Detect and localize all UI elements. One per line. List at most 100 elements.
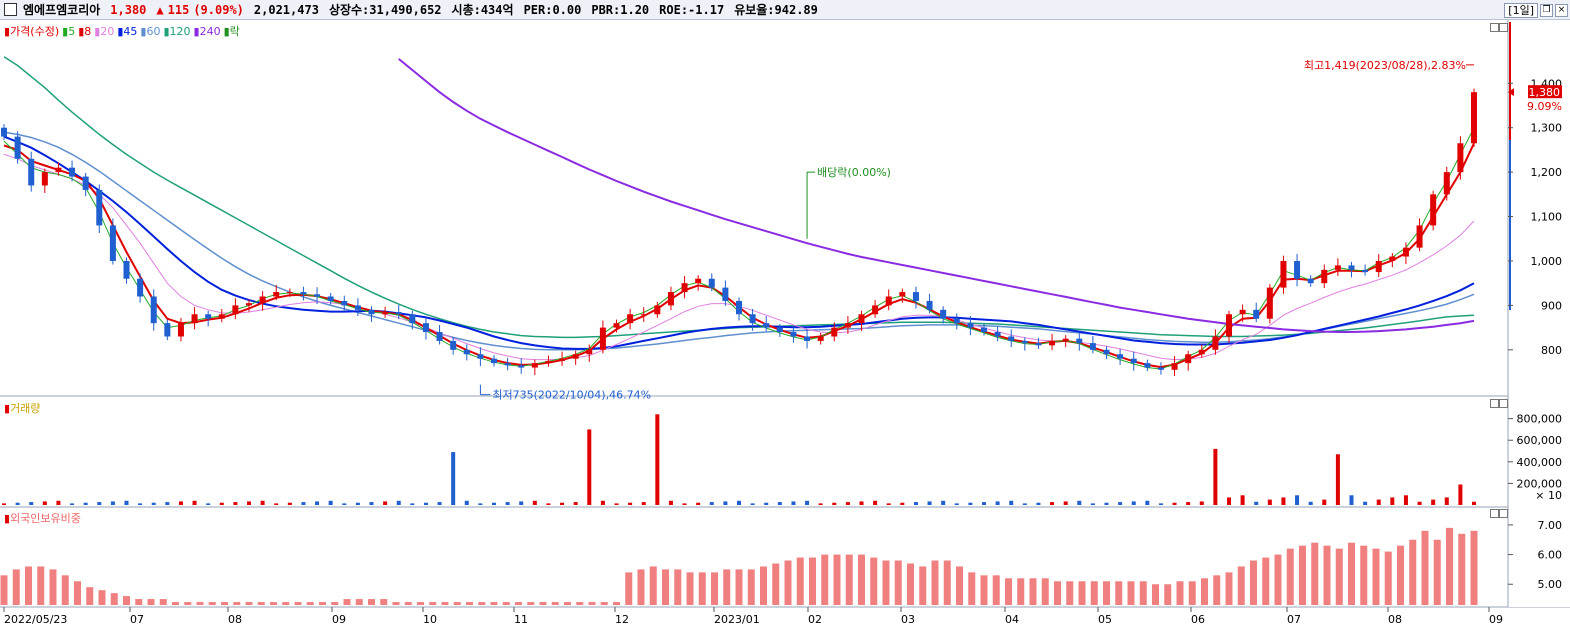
volume-bar: [859, 501, 864, 505]
candle-body: [246, 303, 252, 306]
volume-bar: [832, 502, 837, 505]
candle-body: [341, 300, 348, 306]
candle-body: [1402, 247, 1409, 257]
foreign-bar: [1274, 554, 1282, 605]
legend-label: 5: [68, 25, 76, 38]
candle-body: [967, 323, 974, 328]
volume-bar: [1077, 500, 1082, 505]
volume-tick-label: 200,000: [1517, 477, 1563, 490]
candle-body: [1307, 278, 1314, 284]
panel-maximize-icon[interactable]: [1499, 23, 1508, 32]
candle-body: [1389, 256, 1396, 261]
candle-body: [953, 318, 960, 324]
candle-body: [368, 309, 375, 315]
candle-body: [1117, 354, 1124, 359]
foreign-bar: [123, 596, 130, 605]
period-selector[interactable]: [1일]: [1504, 3, 1538, 18]
price-tick-label: 1,300: [1531, 122, 1563, 135]
listed-shares: 상장수:31,490,652: [328, 3, 442, 17]
foreign-bar: [1164, 584, 1172, 605]
volume-bar: [587, 429, 592, 505]
candle-body: [409, 314, 416, 324]
foreign-bar: [74, 581, 81, 605]
candle-body: [463, 349, 470, 355]
foreign-bar: [1237, 566, 1245, 605]
candle-body: [1375, 260, 1382, 273]
foreign-bar: [980, 575, 988, 605]
foreign-bar: [1041, 578, 1049, 605]
candle-body: [491, 358, 497, 364]
volume-bar: [900, 502, 905, 505]
volume-bar: [1281, 497, 1286, 505]
volume-bar: [124, 500, 129, 505]
foreign-bar: [613, 602, 620, 605]
foreign-bar: [1286, 548, 1294, 605]
volume-bar: [641, 502, 646, 505]
panel-minimize-icon[interactable]: [1490, 399, 1499, 408]
ma240-line: [398, 58, 1475, 333]
candle-body: [518, 365, 525, 368]
candle-body: [1171, 363, 1178, 370]
panel-maximize-icon[interactable]: [1499, 399, 1508, 408]
legend-item-1: ▮5: [62, 25, 76, 38]
candle-body: [586, 349, 593, 355]
candle-body: [1239, 309, 1246, 315]
volume-axis: 200,000 400,000 600,000 800,000 × 10: [1508, 413, 1562, 502]
select-checkbox[interactable]: [4, 3, 17, 16]
volume-bar: [42, 501, 47, 505]
foreign-bar: [1323, 545, 1331, 605]
foreign-bar: [968, 572, 976, 605]
stock-name[interactable]: 엠에프엠코리아: [23, 3, 101, 17]
legend-item-0: ▮가격(수정): [4, 25, 60, 38]
volume-bar: [423, 502, 428, 505]
volume-bar: [219, 502, 224, 505]
candle-body: [831, 327, 838, 337]
foreign-bar: [417, 602, 424, 605]
foreign-bar: [1409, 539, 1417, 605]
volume-legend-label: 거래량: [10, 402, 41, 415]
volume-bar: [301, 502, 306, 505]
panel-minimize-icon[interactable]: [1490, 509, 1499, 518]
volume-bar: [287, 502, 292, 505]
restore-icon[interactable]: ❐: [1540, 4, 1553, 17]
foreign-bar: [12, 569, 20, 605]
date-axis: 2022/05/23 07 08 09 10 11 12 2023/01 02 03 04 05 06 0…: [3, 607, 1503, 626]
volume-bar: [233, 502, 238, 505]
panel-maximize-icon[interactable]: [1499, 509, 1508, 518]
candle-body: [232, 305, 239, 315]
legend-label: 120: [169, 25, 191, 38]
foreign-bar: [527, 602, 535, 605]
candle-body: [736, 300, 742, 315]
foreign-ratio-bars: [0, 527, 1478, 605]
volume-bar: [437, 502, 442, 505]
foreign-bar: [478, 602, 486, 605]
candle-body: [41, 172, 48, 186]
foreign-bar: [466, 602, 473, 605]
candle-body: [82, 176, 89, 190]
candle-body: [96, 189, 103, 226]
candle-body: [395, 312, 402, 315]
legend-item-7: ▮240: [193, 25, 221, 38]
volume-bar: [1227, 497, 1231, 505]
foreign-bar: [845, 554, 853, 605]
legend-label: 가격(수정): [10, 25, 60, 38]
foreign-bar: [98, 590, 106, 605]
foreign-tick-label: 6.00: [1538, 549, 1563, 562]
foreign-bar: [784, 560, 792, 605]
candle-body: [613, 323, 620, 328]
foreign-tick-label: 7.00: [1538, 519, 1563, 532]
candle-body: [382, 312, 389, 315]
volume-bar: [886, 503, 891, 505]
candle-body: [1021, 340, 1028, 344]
foreign-bar: [600, 602, 608, 605]
candle-body: [150, 296, 157, 324]
volume-bar: [954, 503, 959, 505]
foreign-axis: 5.00 6.00 7.00: [1508, 519, 1562, 591]
legend-item-5: ▮60: [140, 25, 161, 38]
foreign-bar: [1103, 581, 1110, 605]
panel-minimize-icon[interactable]: [1490, 23, 1499, 32]
close-icon[interactable]: ×: [1555, 4, 1568, 17]
candle-body: [1035, 343, 1042, 346]
